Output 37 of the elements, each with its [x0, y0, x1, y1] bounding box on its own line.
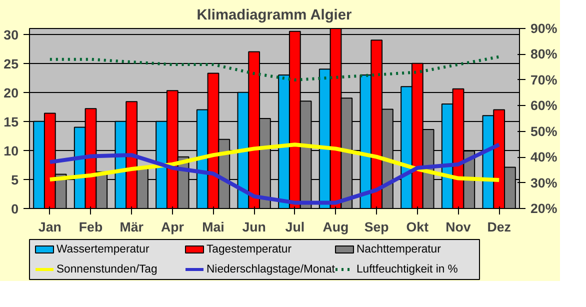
y-tick-label: 20	[4, 85, 19, 100]
line-series	[48, 55, 501, 82]
legend-label: Niederschlagstage/Monat	[206, 264, 336, 276]
x-tick-label: Aug	[322, 220, 349, 234]
x-tick-label: Jun	[242, 220, 266, 234]
legend-label: Nachttemperatur	[356, 244, 442, 256]
chart-title: Klimadiagramm Algier	[196, 8, 352, 24]
x-tick-label: Sep	[364, 220, 389, 234]
y2-tick-label: 40%	[530, 150, 558, 165]
x-tick-label: Nov	[446, 220, 472, 234]
y2-tick-label: 70%	[530, 72, 558, 88]
x-tick-label: Jul	[285, 220, 305, 234]
line-series	[48, 142, 502, 205]
x-tick-label: Okt	[406, 220, 430, 234]
x-tick-label: Dez	[487, 220, 512, 234]
legend-label: Wassertemperatur	[56, 244, 150, 256]
y2-tick-label: 80%	[530, 46, 558, 62]
y2-tick-label: 20%	[530, 201, 558, 216]
y2-tick-label: 90%	[530, 21, 558, 36]
y2-tick-label: 50%	[530, 124, 558, 139]
x-tick-label: Jan	[38, 220, 62, 234]
x-tick-label: Mär	[120, 220, 144, 234]
legend-label: Sonnenstunden/Tag	[56, 264, 158, 276]
y-tick-label: 10	[4, 143, 19, 158]
y-tick-label: 0	[11, 202, 19, 216]
x-tick-label: Mai	[202, 220, 224, 234]
y-tick-label: 5	[11, 172, 20, 188]
legend-label: Tagestemperatur	[206, 244, 292, 256]
y-tick-label: 30	[4, 27, 19, 42]
y2-tick-label: 60%	[530, 98, 558, 114]
y2-tick-label: 30%	[530, 175, 558, 190]
y-tick-label: 15	[4, 114, 20, 130]
x-tick-label: Apr	[160, 220, 184, 234]
legend-label: Luftfeuchtigkeit in %	[356, 264, 458, 276]
x-tick-label: Feb	[78, 220, 103, 234]
y-tick-label: 25	[4, 56, 20, 72]
line-series	[48, 142, 502, 182]
